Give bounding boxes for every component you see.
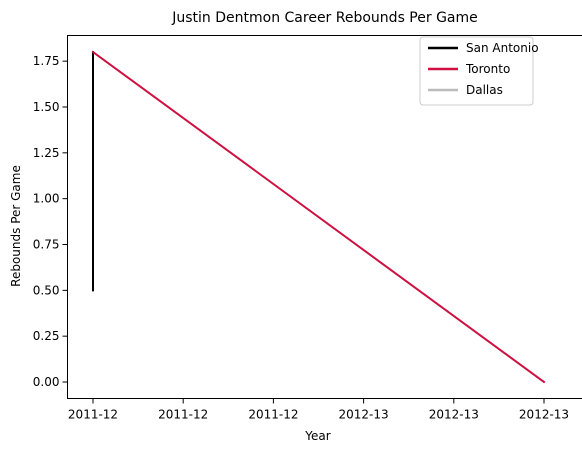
x-tick-label: 2011-12 xyxy=(68,408,118,422)
y-tick-label: 1.75 xyxy=(33,54,60,68)
x-tick-label: 2012-13 xyxy=(519,408,569,422)
x-tick-label: 2011-12 xyxy=(248,408,298,422)
y-axis-label: Rebounds Per Game xyxy=(9,165,23,287)
legend: San Antonio Toronto Dallas xyxy=(420,37,539,105)
y-tick-label: 0.00 xyxy=(33,375,60,389)
y-tick-label: 1.25 xyxy=(33,146,60,160)
y-tick-label: 0.75 xyxy=(33,238,60,252)
x-tick-label: 2011-12 xyxy=(158,408,208,422)
legend-label-san-antonio: San Antonio xyxy=(466,41,539,55)
x-tick-label: 2012-13 xyxy=(339,408,389,422)
legend-label-toronto: Toronto xyxy=(465,62,510,76)
chart-title: Justin Dentmon Career Rebounds Per Game xyxy=(171,10,478,26)
legend-label-dallas: Dallas xyxy=(466,83,503,97)
y-tick-label: 0.50 xyxy=(33,283,60,297)
x-tick-label: 2012-13 xyxy=(429,408,479,422)
x-axis-label: Year xyxy=(304,429,330,443)
y-tick-label: 1.00 xyxy=(33,192,60,206)
y-tick-label: 0.25 xyxy=(33,329,60,343)
y-tick-label: 1.50 xyxy=(33,100,60,114)
